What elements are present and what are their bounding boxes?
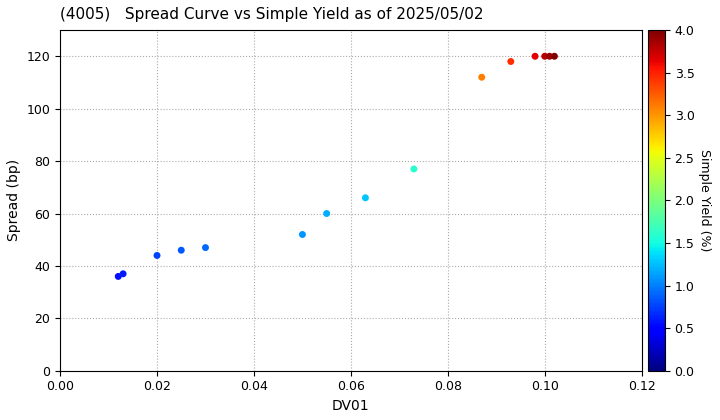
Point [539, 53, 551, 60]
Text: (4005)   Spread Curve vs Simple Yield as of 2025/05/02: (4005) Spread Curve vs Simple Yield as o… [60, 7, 484, 22]
Point [199, 244, 211, 251]
Point [529, 53, 541, 60]
Y-axis label: Spread (bp): Spread (bp) [7, 159, 21, 242]
Point [151, 252, 163, 259]
Point [321, 210, 333, 217]
Y-axis label: Simple Yield (%): Simple Yield (%) [698, 149, 711, 252]
Point [112, 273, 124, 280]
Point [408, 165, 420, 172]
Point [549, 53, 560, 60]
Point [505, 58, 516, 65]
Point [117, 270, 129, 277]
Point [297, 231, 308, 238]
Point [476, 74, 487, 81]
X-axis label: DV01: DV01 [332, 399, 369, 413]
Point [360, 194, 372, 201]
Point [176, 247, 187, 254]
Point [544, 53, 555, 60]
